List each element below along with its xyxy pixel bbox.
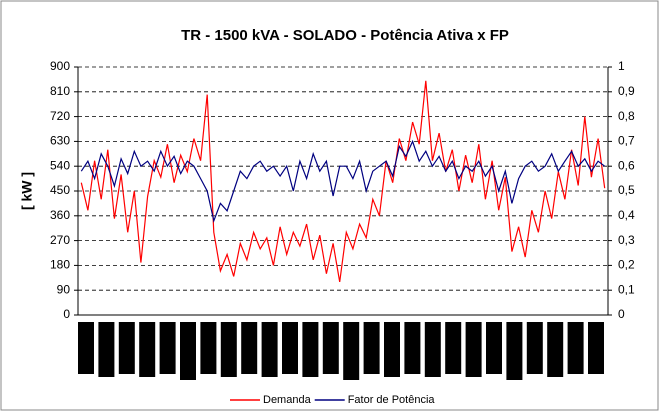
redacted-label xyxy=(302,322,319,377)
redacted-label xyxy=(404,322,421,374)
y-tick-label: 630 xyxy=(50,134,70,148)
y2-tick-label: 0,2 xyxy=(618,258,635,272)
chart-title: TR - 1500 kVA - SOLADO - Potência Ativa … xyxy=(181,27,509,44)
redacted-label xyxy=(282,322,298,374)
y-tick-label: 90 xyxy=(57,282,71,296)
y-axis-label: [ kW ] xyxy=(19,172,35,210)
redacted-label xyxy=(465,322,482,377)
y-tick-label: 720 xyxy=(50,109,70,123)
redacted-label xyxy=(445,322,462,374)
y2-tick-label: 0 xyxy=(618,307,625,321)
y2-tick-label: 0,9 xyxy=(618,84,635,98)
redacted-label xyxy=(526,322,543,374)
y2-tick-label: 0,6 xyxy=(618,158,635,172)
redacted-label xyxy=(322,322,339,374)
redacted-label xyxy=(220,322,237,377)
redacted-label xyxy=(424,322,441,377)
series-line xyxy=(80,139,606,223)
redacted-label xyxy=(506,322,523,380)
redacted-label xyxy=(139,322,156,377)
redacted-label xyxy=(241,322,258,374)
y2-tick-label: 0,1 xyxy=(618,282,635,296)
redacted-label xyxy=(78,322,94,374)
y2-tick-label: 0,5 xyxy=(618,183,635,197)
redacted-label xyxy=(180,322,196,380)
redacted-label xyxy=(547,322,564,377)
redacted-label xyxy=(98,322,115,377)
y2-tick-label: 0,4 xyxy=(618,208,635,222)
y-tick-label: 270 xyxy=(50,233,70,247)
redacted-label xyxy=(118,322,135,374)
redacted-label xyxy=(159,322,176,374)
redacted-label xyxy=(200,322,217,374)
legend-label: Fator de Potência xyxy=(348,394,436,406)
y2-tick-label: 0,7 xyxy=(618,134,635,148)
y-tick-label: 810 xyxy=(50,84,70,98)
y-tick-label: 180 xyxy=(50,258,70,272)
y-tick-label: 450 xyxy=(50,183,70,197)
y2-tick-label: 1 xyxy=(618,59,625,73)
y2-tick-label: 0,8 xyxy=(618,109,635,123)
y-tick-label: 360 xyxy=(50,208,70,222)
redacted-label xyxy=(384,322,400,377)
y-tick-label: 900 xyxy=(50,59,70,73)
redacted-label xyxy=(567,322,584,374)
y2-tick-label: 0,3 xyxy=(618,233,635,247)
y-tick-label: 540 xyxy=(50,158,70,172)
legend-label: Demanda xyxy=(263,394,312,406)
redacted-label xyxy=(363,322,380,374)
redacted-label xyxy=(343,322,360,380)
series-line xyxy=(80,80,606,283)
redacted-label xyxy=(261,322,278,377)
redacted-label xyxy=(588,322,604,374)
redacted-label xyxy=(486,322,502,374)
y-tick-label: 0 xyxy=(63,307,70,321)
